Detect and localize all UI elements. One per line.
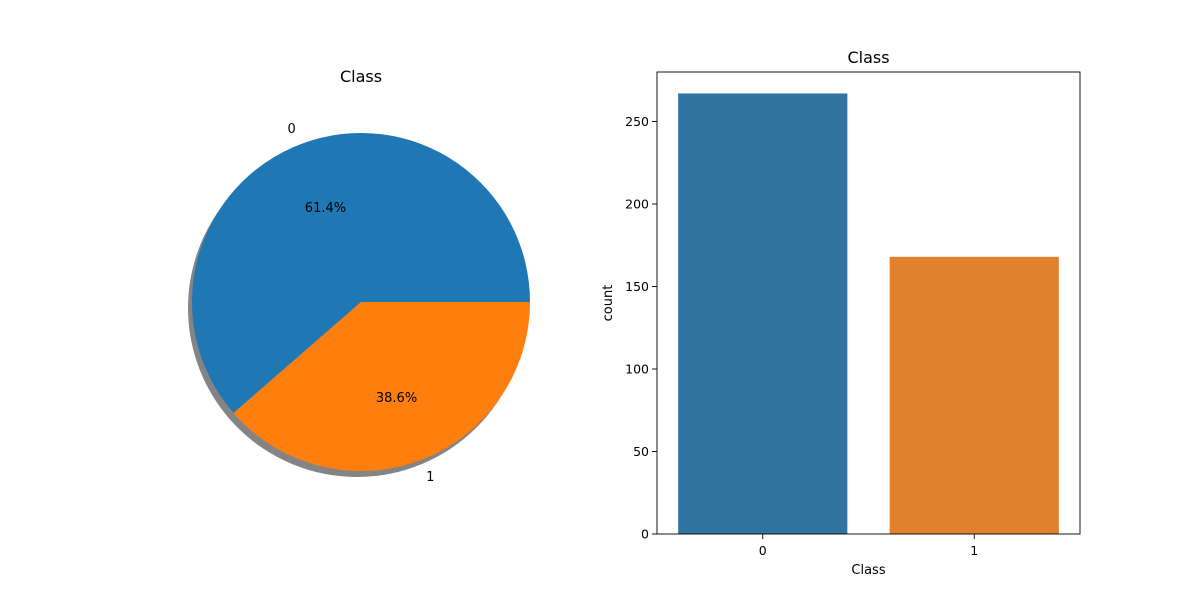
x-tick-label: 1 — [970, 543, 978, 558]
pie-slice-1 — [233, 302, 531, 472]
y-tick-label: 0 — [641, 527, 649, 542]
pie-slice-0 — [192, 133, 530, 413]
bar-ylabel: count — [601, 285, 616, 322]
pie-pct-0: 61.4% — [305, 201, 346, 216]
pie-chart: Class 0 61.4% 1 38.6% — [188, 67, 531, 485]
bar-0 — [678, 93, 848, 534]
bar-plot-frame — [656, 71, 1081, 535]
y-tick-label: 150 — [625, 279, 649, 294]
y-tick-label: 250 — [625, 114, 649, 129]
pie-label-1: 1 — [426, 470, 434, 485]
y-tick-label: 50 — [633, 444, 649, 459]
bar-chart: Class 0 50 100 150 200 250 0 1 Class count — [601, 48, 1081, 578]
bar-title: Class — [847, 48, 889, 67]
pie-pct-1: 38.6% — [376, 391, 417, 406]
x-tick-label: 0 — [759, 543, 767, 558]
y-tick-label: 100 — [625, 362, 649, 377]
bar-xlabel: Class — [851, 563, 885, 578]
pie-title: Class — [340, 67, 382, 86]
pie-label-0: 0 — [288, 122, 296, 137]
y-tick-label: 200 — [625, 197, 649, 212]
bar-1 — [889, 256, 1059, 534]
